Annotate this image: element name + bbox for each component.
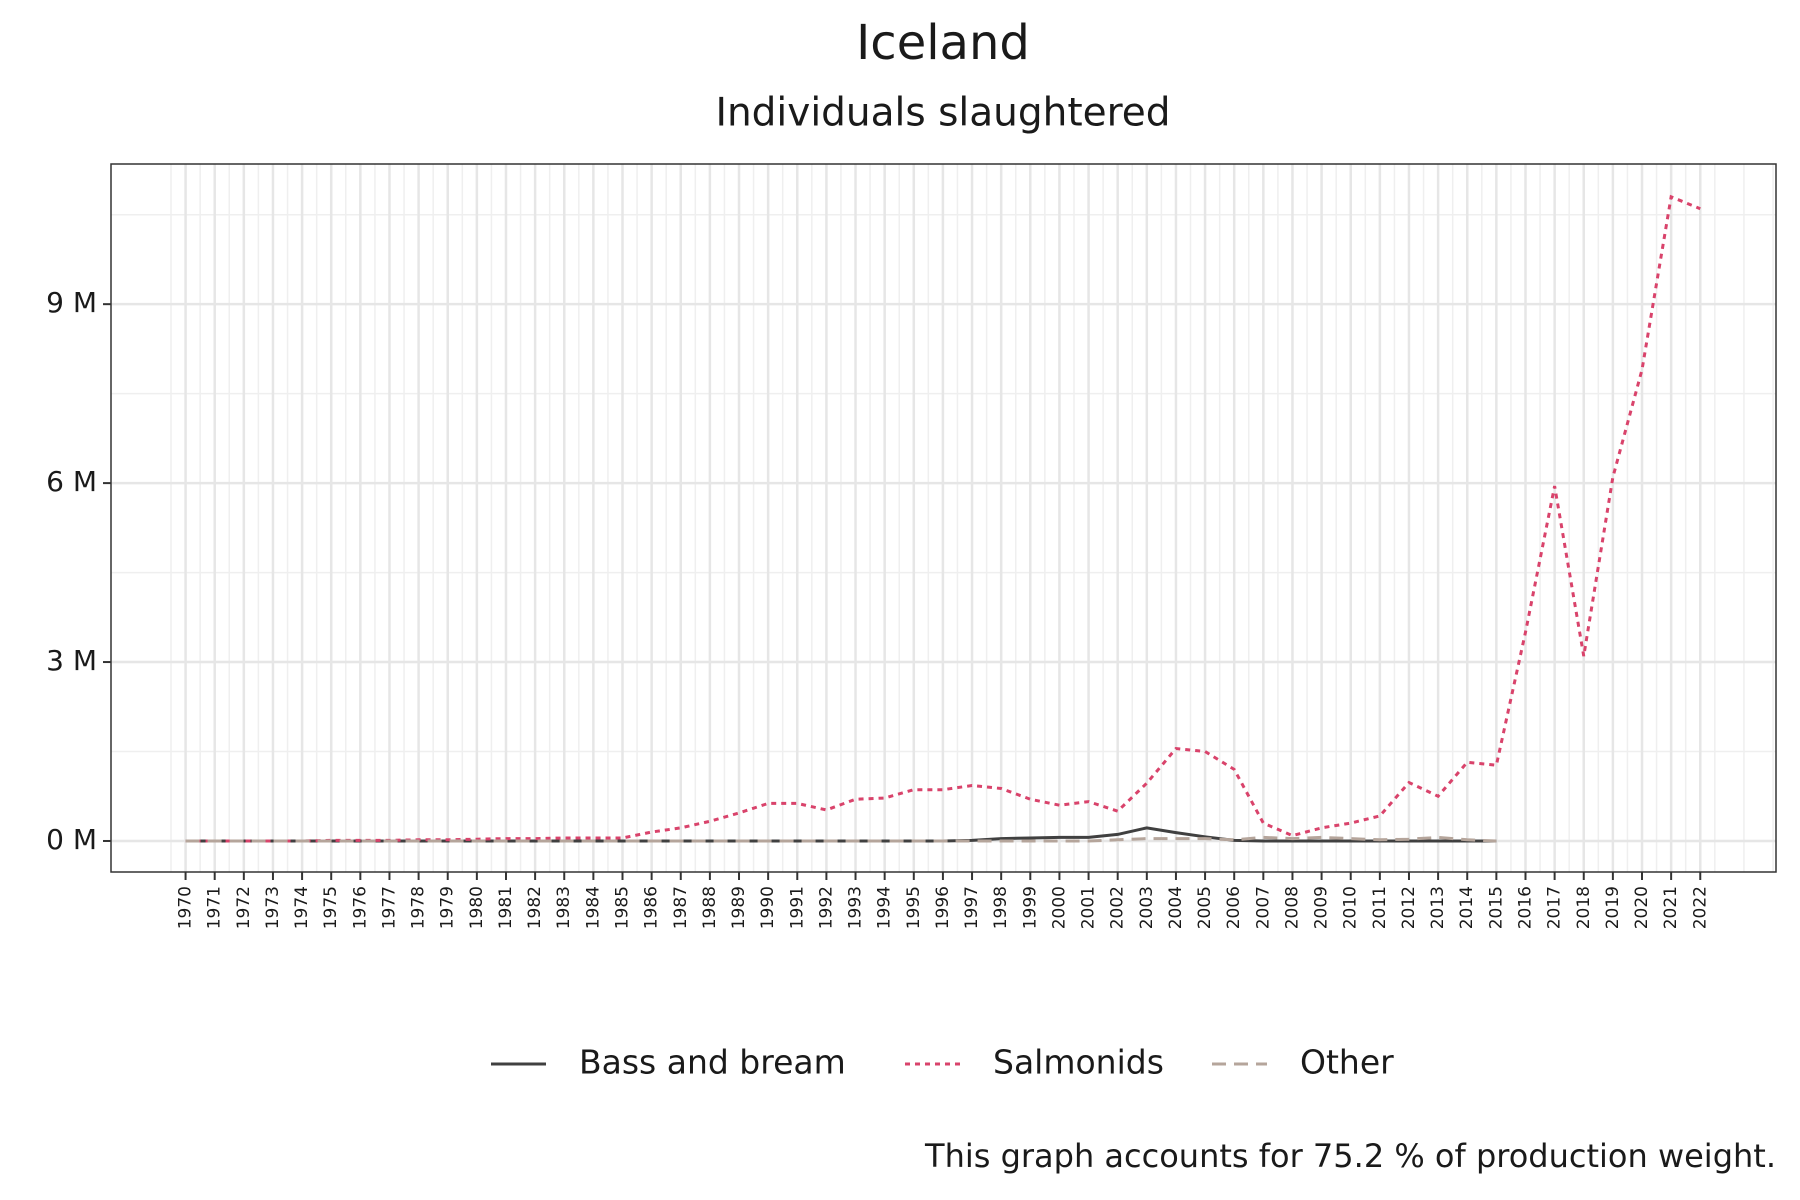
x-tick-label: 2012 bbox=[1399, 886, 1419, 929]
x-tick-label: 1999 bbox=[1020, 886, 1040, 929]
x-tick-label: 1978 bbox=[409, 886, 429, 929]
x-tick-label: 1992 bbox=[816, 886, 836, 929]
x-tick-label: 1997 bbox=[962, 886, 982, 929]
x-tick-label: 1988 bbox=[700, 886, 720, 929]
x-tick-label: 1980 bbox=[467, 886, 487, 929]
x-tick-label: 1983 bbox=[554, 886, 574, 929]
x-tick-label: 2004 bbox=[1166, 886, 1186, 929]
x-tick-label: 1976 bbox=[350, 886, 370, 929]
x-tick-label: 1990 bbox=[758, 886, 778, 929]
x-tick-label: 2017 bbox=[1545, 886, 1565, 929]
x-tick-label: 2006 bbox=[1224, 886, 1244, 929]
x-tick-label: 1998 bbox=[991, 886, 1011, 929]
x-tick-label: 1971 bbox=[205, 886, 225, 929]
x-tick-label: 2011 bbox=[1370, 886, 1390, 929]
x-tick-label: 1993 bbox=[846, 886, 866, 929]
x-tick-label: 1985 bbox=[613, 886, 633, 929]
legend-label: Bass and bream bbox=[579, 1043, 846, 1082]
x-tick-label: 1981 bbox=[496, 886, 516, 929]
x-tick-label: 1996 bbox=[933, 886, 953, 929]
x-tick-label: 1975 bbox=[321, 886, 341, 929]
x-tick-label: 2008 bbox=[1282, 886, 1302, 929]
x-tick-label: 2010 bbox=[1341, 886, 1361, 929]
x-tick-label: 1987 bbox=[671, 886, 691, 929]
x-tick-label: 2013 bbox=[1428, 886, 1448, 929]
y-tick-label: 9 M bbox=[46, 286, 97, 319]
caption: This graph accounts for 75.2 % of produc… bbox=[924, 1137, 1776, 1175]
chart-subtitle: Individuals slaughtered bbox=[715, 91, 1170, 136]
x-tick-label: 2019 bbox=[1603, 886, 1623, 929]
x-tick-label: 2005 bbox=[1195, 886, 1215, 929]
x-tick-label: 2018 bbox=[1574, 886, 1594, 929]
x-tick-label: 1977 bbox=[379, 886, 399, 929]
x-tick-label: 2020 bbox=[1632, 886, 1652, 929]
x-tick-label: 2000 bbox=[1049, 886, 1069, 929]
y-tick-label: 3 M bbox=[46, 644, 97, 677]
x-tick-label: 2001 bbox=[1079, 886, 1099, 929]
x-tick-label: 1970 bbox=[176, 886, 196, 929]
x-tick-label: 2022 bbox=[1690, 886, 1710, 929]
x-tick-label: 2016 bbox=[1515, 886, 1535, 929]
chart-title: Iceland bbox=[856, 15, 1030, 71]
x-tick-label: 1991 bbox=[787, 886, 807, 929]
x-tick-label: 1979 bbox=[438, 886, 458, 929]
x-tick-label: 2014 bbox=[1457, 886, 1477, 929]
x-tick-label: 2015 bbox=[1486, 886, 1506, 929]
x-tick-label: 1994 bbox=[875, 886, 895, 929]
y-tick-label: 6 M bbox=[46, 465, 97, 498]
legend-label: Salmonids bbox=[993, 1043, 1164, 1082]
x-tick-label: 1972 bbox=[234, 886, 254, 929]
x-tick-label: 1984 bbox=[583, 886, 603, 929]
x-tick-label: 2009 bbox=[1312, 886, 1332, 929]
x-tick-label: 1973 bbox=[263, 886, 283, 929]
x-tick-label: 2007 bbox=[1253, 886, 1273, 929]
x-tick-label: 2021 bbox=[1661, 886, 1681, 929]
x-tick-label: 1974 bbox=[292, 886, 312, 929]
legend-label: Other bbox=[1300, 1043, 1394, 1082]
series-line bbox=[185, 826, 1497, 843]
plot-border bbox=[110, 163, 1777, 873]
x-tick-label: 1982 bbox=[525, 886, 545, 929]
x-tick-label: 1989 bbox=[729, 886, 749, 929]
x-tick-label: 2003 bbox=[1137, 886, 1157, 929]
x-tick-label: 2002 bbox=[1108, 886, 1128, 929]
x-tick-label: 1995 bbox=[904, 886, 924, 929]
y-tick-label: 0 M bbox=[46, 823, 97, 856]
x-tick-label: 1986 bbox=[642, 886, 662, 929]
